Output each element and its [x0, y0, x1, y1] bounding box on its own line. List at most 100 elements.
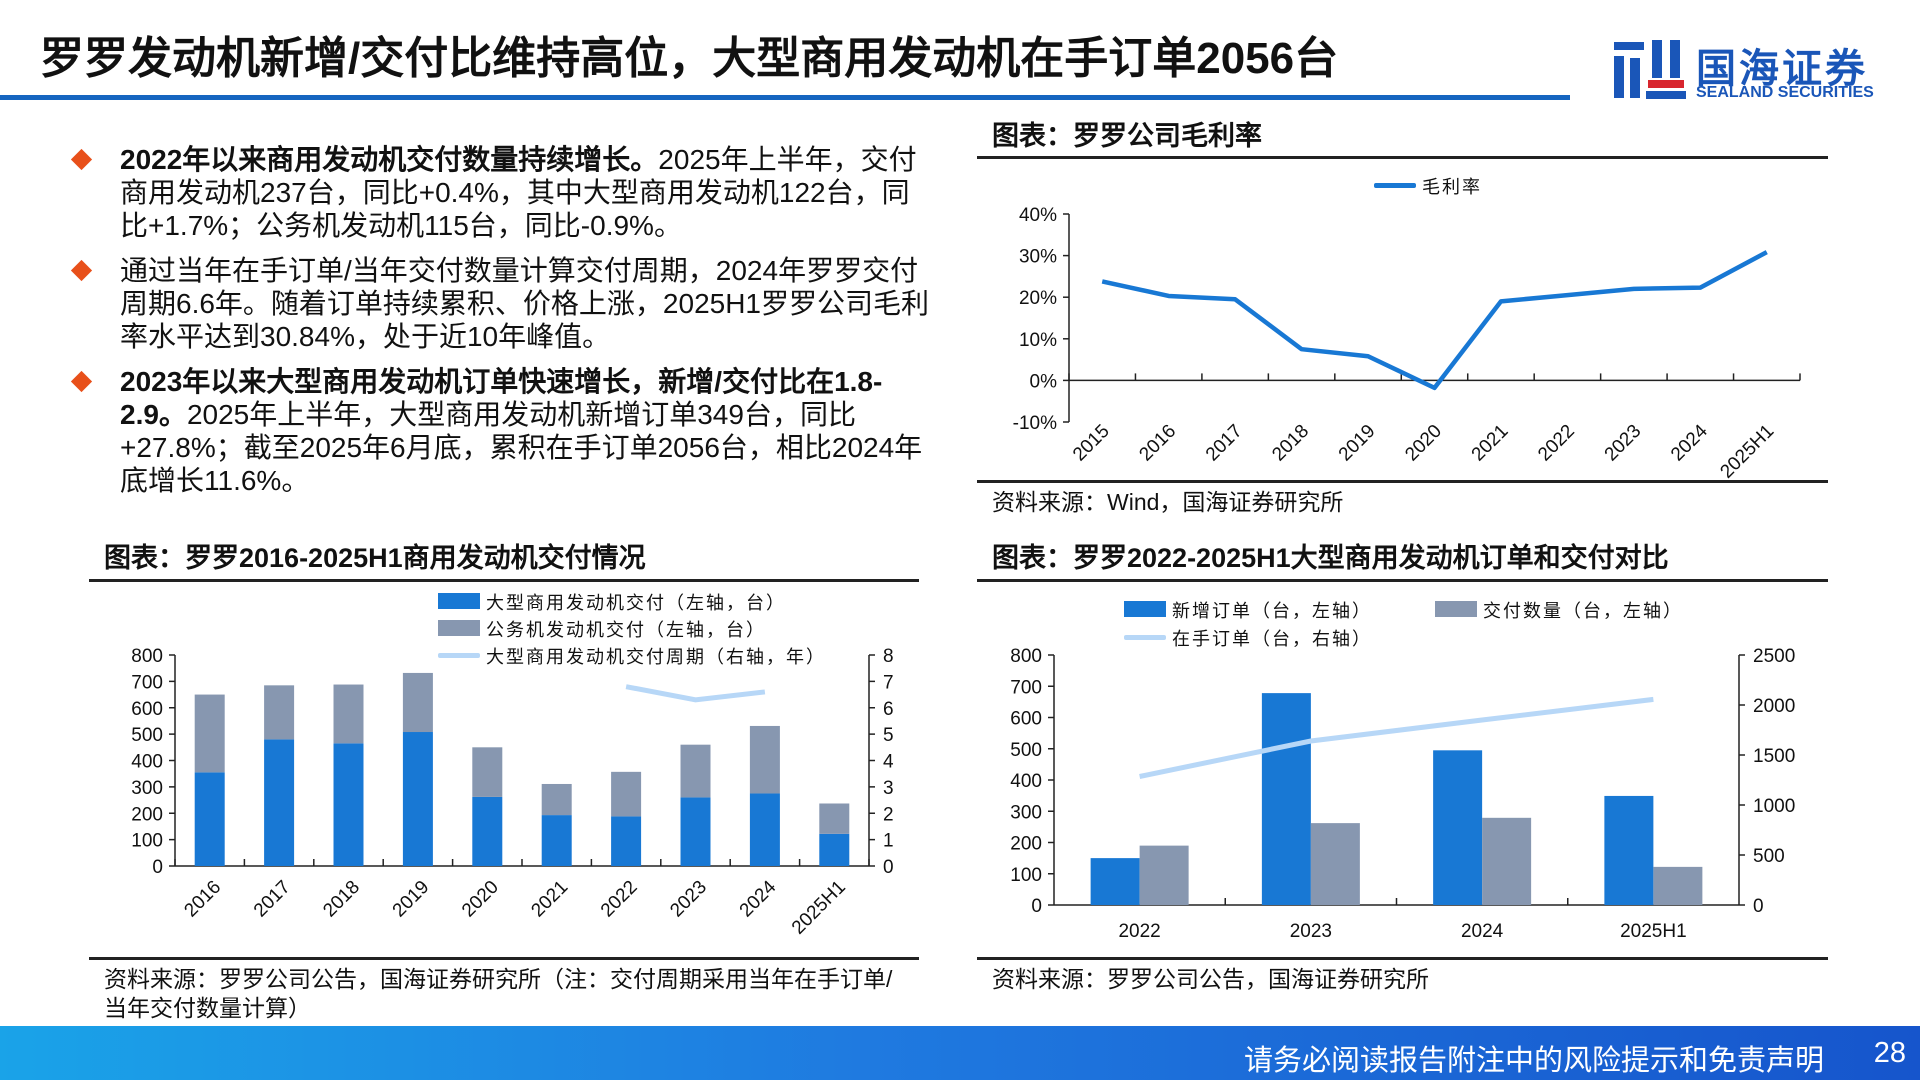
- right-axis-tick-label: 7: [883, 672, 894, 693]
- right-axis-tick-label: 500: [1753, 846, 1785, 867]
- bullet-list: 2022年以来商用发动机交付数量持续增长。2025年上半年，交付商用发动机237…: [70, 143, 930, 509]
- right-axis-tick-label: 2500: [1753, 646, 1795, 667]
- right-axis-tick-label: 2000: [1753, 696, 1795, 717]
- bar-large-commercial: [194, 772, 225, 866]
- right-axis-tick-label: 2: [883, 804, 894, 825]
- bar-business-jet: [264, 685, 295, 740]
- x-tick-label: 2019: [1335, 421, 1380, 466]
- x-tick-label: 2024: [736, 876, 781, 921]
- left-axis-tick-label: 300: [131, 778, 163, 799]
- left-axis-tick-label: 600: [131, 699, 163, 720]
- page-title: 罗罗发动机新增/交付比维持高位，大型商用发动机在手订单2056台: [40, 34, 1339, 83]
- delivery-chart-source: 资料来源：罗罗公司公告，国海证券研究所（注：交付周期采用当年在手订单/当年交付数…: [104, 966, 893, 1021]
- x-tick-label: 2018: [319, 877, 364, 922]
- legend-label: 公务机发动机交付（左轴，台）: [486, 620, 766, 640]
- x-tick-label: 2021: [527, 877, 572, 922]
- x-tick-label: 2024: [1667, 420, 1712, 465]
- left-axis-tick-label: 400: [1010, 771, 1042, 792]
- legend-swatch: [438, 620, 480, 636]
- bar-large-commercial: [611, 816, 642, 866]
- x-tick-label: 2025H1: [788, 877, 850, 939]
- bar-large-commercial: [541, 815, 572, 866]
- left-axis-tick-label: 0%: [1030, 371, 1058, 392]
- legend-label: 在手订单（台，右轴）: [1172, 629, 1372, 649]
- right-axis-tick-label: 1500: [1753, 746, 1795, 767]
- delivery-chart-title: 图表：罗罗2016-2025H1商用发动机交付情况: [104, 543, 646, 573]
- right-axis-tick-label: 5: [883, 725, 894, 746]
- bullet-text: 通过当年在手订单/当年交付数量计算交付周期，2024年罗罗交付周期6.6年。随着…: [120, 255, 930, 352]
- bullet-bold: 2023年以来大型商用发动机订单快速增长，新增/交付比在1.8-2.9。: [120, 366, 883, 430]
- line-backlog: [1139, 696, 1654, 779]
- left-axis-tick-label: 20%: [1019, 288, 1057, 309]
- bar-business-jet: [194, 694, 225, 773]
- left-axis-tick-label: 40%: [1019, 205, 1057, 226]
- bar-deliveries: [1310, 823, 1360, 905]
- divider: [977, 957, 1828, 960]
- bar-new-orders: [1090, 858, 1140, 905]
- left-axis-tick-label: 600: [1010, 709, 1042, 730]
- x-tick-label: 2025H1: [1620, 921, 1687, 942]
- x-tick-label: 2024: [1461, 921, 1504, 942]
- legend-label: 毛利率: [1422, 177, 1482, 197]
- left-axis-tick-label: 100: [1010, 865, 1042, 886]
- bar-business-jet: [680, 744, 711, 798]
- bar-deliveries: [1482, 817, 1532, 905]
- bar-business-jet: [611, 771, 642, 817]
- bar-business-jet: [402, 672, 433, 733]
- left-axis-tick-label: 100: [131, 831, 163, 852]
- x-tick-label: 2023: [1601, 421, 1646, 466]
- left-axis-tick-label: 500: [1010, 740, 1042, 761]
- left-axis-tick-label: 800: [1010, 646, 1042, 667]
- bar-new-orders: [1604, 795, 1654, 905]
- left-axis-tick-label: 700: [131, 672, 163, 693]
- x-tick-label: 2017: [250, 877, 295, 922]
- bar-large-commercial: [749, 793, 780, 866]
- x-tick-label: 2022: [1534, 421, 1579, 466]
- bar-large-commercial: [472, 796, 503, 866]
- left-axis-tick-label: 0: [1031, 896, 1042, 917]
- left-axis-tick-label: 10%: [1019, 330, 1057, 351]
- x-tick-label: 2015: [1069, 421, 1114, 466]
- bar-business-jet: [819, 803, 850, 834]
- legend-line-swatch: [1124, 635, 1166, 640]
- right-axis-tick-label: 1000: [1753, 796, 1795, 817]
- bar-business-jet: [541, 783, 572, 816]
- bar-business-jet: [472, 747, 503, 797]
- legend-label: 大型商用发动机交付周期（右轴，年）: [486, 647, 826, 667]
- page-number: 28: [1873, 1037, 1906, 1069]
- bar-new-orders: [1433, 750, 1483, 905]
- line-gross-margin: [1101, 250, 1768, 391]
- legend-label: 大型商用发动机交付（左轴，台）: [486, 593, 786, 613]
- right-axis-tick-label: 0: [1753, 896, 1764, 917]
- logo-text-cn: 国海证券: [1696, 47, 1868, 91]
- divider: [89, 579, 919, 582]
- bar-deliveries: [1139, 845, 1189, 905]
- left-axis-tick-label: 800: [131, 646, 163, 667]
- x-tick-label: 2023: [666, 877, 711, 922]
- disclaimer-note: 请务必阅读报告附注中的风险提示和免责声明: [1243, 1045, 1824, 1077]
- bullet-text: 2025年上半年，大型商用发动机新增订单349台，同比+27.8%；截至2025…: [120, 399, 923, 496]
- bar-large-commercial: [333, 743, 364, 866]
- x-tick-label: 2023: [1290, 921, 1332, 942]
- bullet-item: 2022年以来商用发动机交付数量持续增长。2025年上半年，交付商用发动机237…: [70, 143, 930, 242]
- legend-line-swatch: [1374, 183, 1416, 188]
- orders-chart-title: 图表：罗罗2022-2025H1大型商用发动机订单和交付对比: [992, 543, 1669, 573]
- x-tick-label: 2016: [1135, 421, 1180, 466]
- x-tick-label: 2017: [1202, 421, 1247, 466]
- bullet-bold: 2022年以来商用发动机交付数量持续增长。: [120, 144, 659, 175]
- bar-large-commercial: [680, 797, 711, 866]
- bar-large-commercial: [264, 739, 295, 866]
- right-axis-tick-label: 1: [883, 831, 894, 852]
- legend-swatch: [1435, 601, 1477, 617]
- right-axis-tick-label: 4: [883, 752, 894, 773]
- right-axis-tick-label: 6: [883, 699, 894, 720]
- legend-line-swatch: [438, 653, 480, 658]
- footer-bar: 请务必阅读报告附注中的风险提示和免责声明 28: [0, 1026, 1920, 1080]
- x-tick-label: 2021: [1468, 421, 1513, 466]
- x-tick-label: 2020: [458, 877, 503, 922]
- line-delivery-cycle: [625, 684, 766, 703]
- left-axis-tick-label: 500: [131, 725, 163, 746]
- left-axis-tick-label: 200: [131, 804, 163, 825]
- divider: [977, 579, 1828, 582]
- left-axis-tick-label: 300: [1010, 802, 1042, 823]
